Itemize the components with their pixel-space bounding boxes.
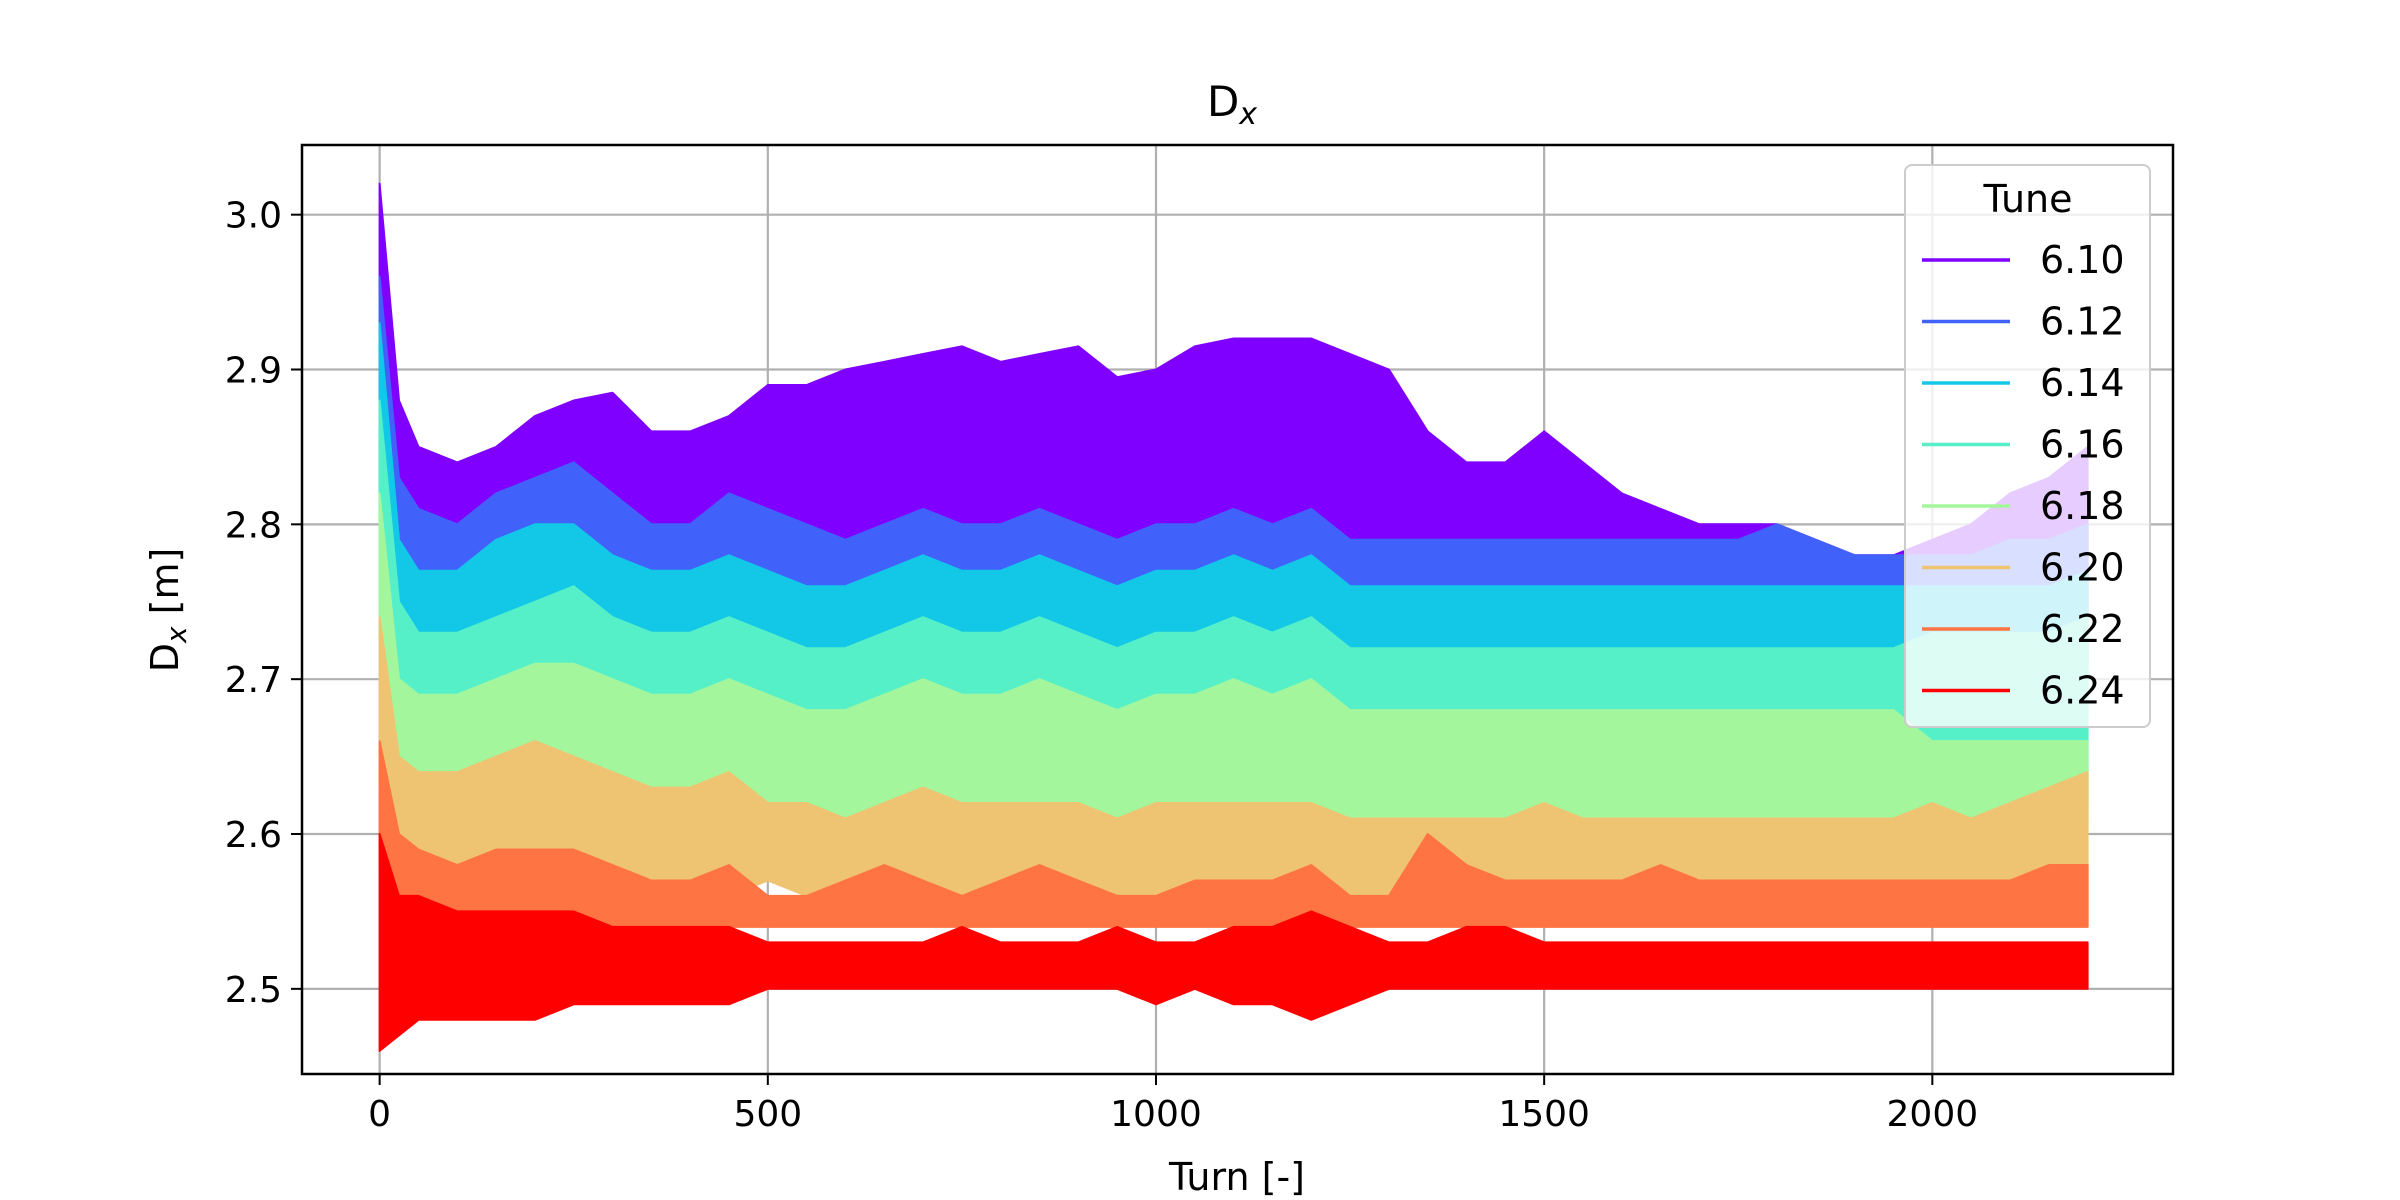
axis-ticks: 0 500 1000 1500 2000 2.5 2.6 2.7 2.8 2.9 3.0 <box>225 196 1978 1135</box>
legend-label: 6.20 <box>2040 546 2125 590</box>
y-tick-label: 2.9 <box>225 351 282 392</box>
x-tick-label: 2000 <box>1887 1094 1979 1135</box>
legend-label: 6.12 <box>2040 300 2125 344</box>
legend-label: 6.18 <box>2040 484 2125 528</box>
y-axis-label: Dx [m] <box>143 548 193 673</box>
y-tick-label: 3.0 <box>225 196 282 237</box>
y-tick-label: 2.8 <box>225 505 282 546</box>
series-band-6-22 <box>378 740 2089 928</box>
legend-title: Tune <box>1983 177 2073 221</box>
legend-label: 6.14 <box>2040 361 2125 405</box>
x-tick-label: 500 <box>733 1094 802 1135</box>
legend-label: 6.22 <box>2040 607 2125 651</box>
legend-box <box>1904 164 2151 728</box>
y-tick-label: 2.6 <box>225 815 282 856</box>
legend: Tune 6.10 6.12 6.14 6.16 6.18 6.20 6.22 6.24 <box>1904 164 2151 728</box>
x-tick-label: 1500 <box>1498 1094 1590 1135</box>
x-tick-label: 1000 <box>1110 1094 1202 1135</box>
plot-frame <box>300 143 2175 1076</box>
legend-label: 6.24 <box>2040 669 2125 713</box>
series-group <box>378 182 2089 1052</box>
series-band-6-24 <box>378 833 2089 1052</box>
x-axis-label: Turn [-] <box>1168 1155 1305 1199</box>
chart-title: Dx <box>1207 77 1257 132</box>
y-tick-label: 2.5 <box>225 970 282 1011</box>
x-tick-label: 0 <box>368 1094 391 1135</box>
y-tick-label: 2.7 <box>225 660 282 701</box>
legend-label: 6.10 <box>2040 238 2125 282</box>
legend-label: 6.16 <box>2040 423 2125 467</box>
